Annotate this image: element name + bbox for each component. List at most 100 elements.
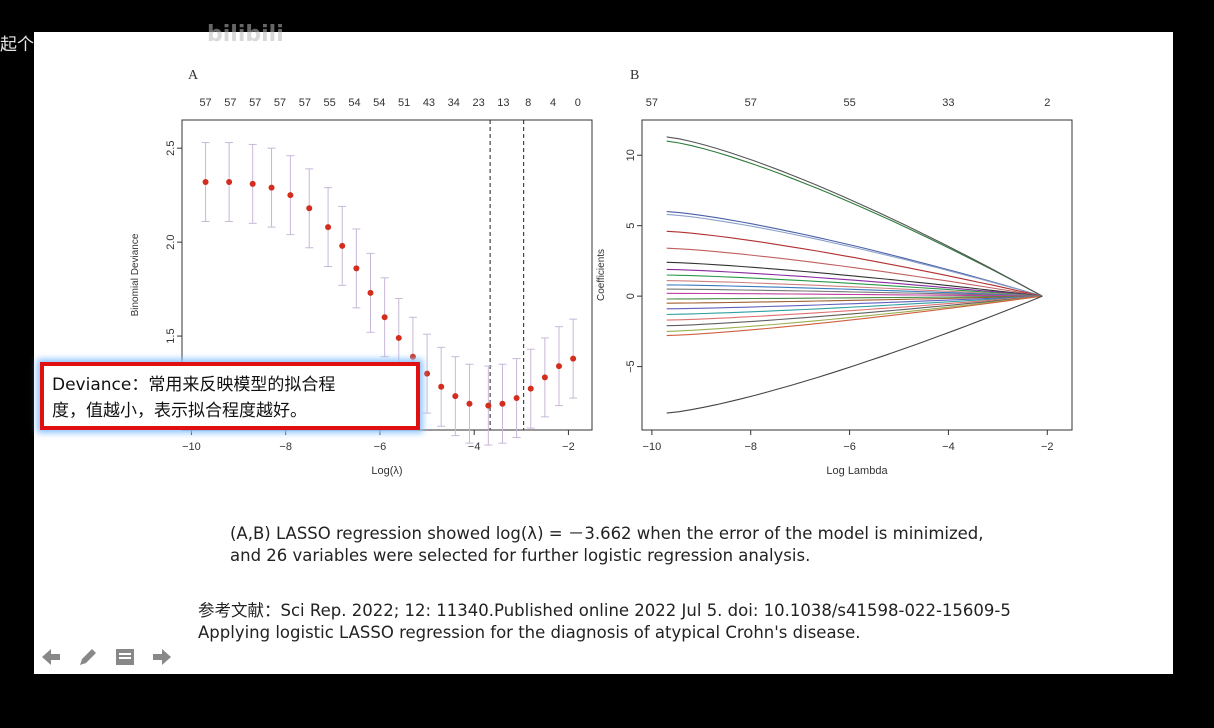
coef-path bbox=[666, 295, 1043, 300]
y-tick-label: 5 bbox=[625, 223, 637, 229]
top-tick-label: 55 bbox=[324, 97, 336, 109]
top-tick-label: 57 bbox=[299, 97, 311, 109]
deviance-point bbox=[556, 363, 563, 370]
deviance-point bbox=[306, 205, 313, 212]
coef-path bbox=[666, 284, 1043, 297]
coef-path bbox=[666, 247, 1043, 297]
deviance-point bbox=[339, 242, 346, 249]
coef-path bbox=[666, 295, 1043, 337]
top-tick-label: 57 bbox=[646, 97, 658, 109]
slide-canvas bbox=[34, 32, 1173, 674]
top-tick-label: 51 bbox=[398, 97, 410, 109]
deviance-point bbox=[485, 402, 492, 409]
coef-path bbox=[666, 261, 1043, 297]
x-tick-label: −10 bbox=[643, 441, 662, 453]
cv-deviance-chart: −10 −8 −6 −4 −21.52.02.557 57 57 57 57 55 54 54 51 43… bbox=[130, 97, 593, 477]
reference-line-2: Applying logistic LASSO regression for t… bbox=[198, 623, 861, 642]
coef-path bbox=[666, 295, 1043, 316]
y-tick-label: 2.0 bbox=[165, 234, 177, 249]
coef-path bbox=[666, 295, 1043, 304]
deviance-point bbox=[287, 192, 294, 199]
x-tick-label: −6 bbox=[374, 441, 387, 453]
top-tick-label: 54 bbox=[348, 97, 360, 109]
caption-line-2: and 26 variables were selected for furth… bbox=[230, 546, 811, 565]
top-tick-label: 13 bbox=[497, 97, 509, 109]
x-tick-label: −2 bbox=[562, 441, 575, 453]
bilibili-logo: bilibili bbox=[207, 22, 284, 47]
top-tick-label: 43 bbox=[423, 97, 435, 109]
y-tick-label: 0 bbox=[625, 293, 637, 299]
deviance-point bbox=[395, 334, 402, 341]
top-tick-label: 33 bbox=[942, 97, 954, 109]
callout-line-1: Deviance：常用来反映模型的拟合程 bbox=[52, 375, 336, 395]
x-tick-label: −8 bbox=[744, 441, 757, 453]
coef-path bbox=[666, 230, 1043, 297]
deviance-point bbox=[424, 370, 431, 377]
top-tick-label: 0 bbox=[575, 97, 581, 109]
top-black-bar bbox=[0, 0, 1214, 32]
coef-path bbox=[666, 295, 1043, 321]
deviance-point bbox=[570, 355, 577, 362]
panel-a-label: A bbox=[188, 68, 199, 83]
forward-arrow-icon[interactable] bbox=[151, 646, 173, 668]
top-tick-label: 23 bbox=[472, 97, 484, 109]
deviance-point bbox=[325, 224, 332, 231]
coef-path bbox=[666, 292, 1043, 297]
deviance-point bbox=[268, 184, 275, 191]
coef-path bbox=[666, 274, 1043, 297]
x-tick-label: −2 bbox=[1041, 441, 1054, 453]
deviance-point bbox=[541, 374, 548, 381]
deviance-point bbox=[499, 400, 506, 407]
coef-path bbox=[666, 140, 1043, 297]
callout-line-2: 度，值越小，表示拟合程度越好。 bbox=[52, 401, 307, 421]
x-tick-label: −10 bbox=[182, 441, 201, 453]
deviance-point bbox=[513, 395, 520, 402]
coef-path bbox=[666, 295, 1043, 414]
top-tick-label: 4 bbox=[550, 97, 556, 109]
deviance-point bbox=[438, 383, 445, 390]
caption-line-1: (A,B) LASSO regression showed log(λ) = －… bbox=[230, 524, 984, 543]
watermark-text: 起个网名太难 bbox=[0, 35, 102, 55]
y-tick-label: 10 bbox=[625, 149, 637, 161]
x-tick-label: −8 bbox=[279, 441, 292, 453]
x-tick-label: −4 bbox=[942, 441, 955, 453]
top-tick-label: 8 bbox=[525, 97, 531, 109]
deviance-point bbox=[409, 353, 416, 360]
coef-path bbox=[666, 213, 1043, 297]
deviance-point bbox=[202, 179, 209, 185]
y-tick-label: 2.5 bbox=[165, 141, 177, 156]
coef-path bbox=[666, 295, 1043, 332]
deviance-point bbox=[452, 393, 459, 400]
menu-icon[interactable] bbox=[114, 646, 136, 668]
deviance-point bbox=[249, 180, 256, 187]
y-axis-label: Coefficients bbox=[596, 249, 607, 301]
coef-path bbox=[666, 295, 1043, 327]
top-tick-label: 34 bbox=[448, 97, 460, 109]
pen-icon[interactable] bbox=[77, 646, 99, 668]
top-tick-label: 2 bbox=[1044, 97, 1050, 109]
deviance-point bbox=[226, 179, 233, 185]
top-tick-label: 57 bbox=[249, 97, 261, 109]
x-axis-label: Log(λ) bbox=[371, 465, 402, 477]
slide-nav bbox=[40, 646, 183, 672]
x-tick-label: −4 bbox=[468, 441, 481, 453]
back-arrow-icon[interactable] bbox=[40, 646, 62, 668]
top-tick-label: 57 bbox=[274, 97, 286, 109]
top-tick-label: 54 bbox=[373, 97, 385, 109]
top-tick-label: 57 bbox=[224, 97, 236, 109]
deviance-point bbox=[466, 400, 473, 407]
deviance-callout: Deviance：常用来反映模型的拟合程 度，值越小，表示拟合程度越好。 bbox=[40, 362, 420, 430]
panel-b-label: B bbox=[630, 68, 640, 83]
coef-path bbox=[666, 280, 1043, 297]
y-tick-label: 1.5 bbox=[165, 328, 177, 343]
deviance-point bbox=[367, 289, 374, 296]
deviance-point bbox=[527, 385, 534, 392]
y-tick-label: −5 bbox=[625, 360, 637, 373]
top-tick-label: 55 bbox=[843, 97, 855, 109]
coef-path bbox=[666, 288, 1043, 297]
coef-path bbox=[666, 295, 1043, 310]
top-tick-label: 57 bbox=[745, 97, 757, 109]
x-tick-label: −6 bbox=[843, 441, 856, 453]
plot-frame bbox=[181, 119, 593, 431]
plot-frame bbox=[641, 119, 1073, 431]
